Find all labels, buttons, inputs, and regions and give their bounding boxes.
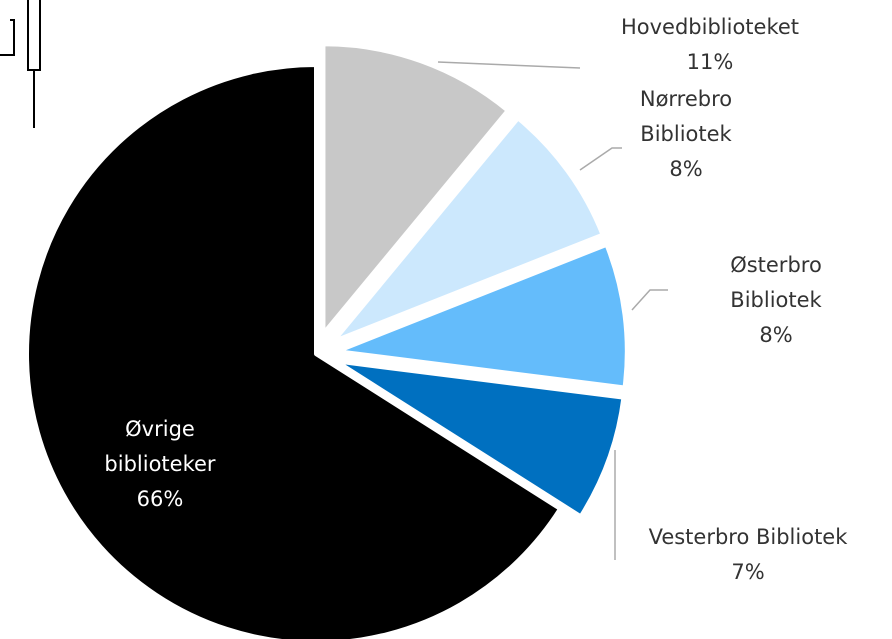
value-label: 8% <box>759 323 793 347</box>
slice-label: Øvrige biblioteker 66% <box>75 412 245 517</box>
value-label: 8% <box>669 157 703 181</box>
pie-slice <box>331 116 605 344</box>
pie-slice <box>334 359 626 519</box>
slice-label: Østerbro Bibliotek 8% <box>691 248 861 353</box>
category-label: Østerbro Bibliotek <box>730 253 822 312</box>
slice-label: Nørrebro Bibliotek 8% <box>606 82 766 187</box>
leader-line <box>631 289 668 311</box>
value-label: 11% <box>686 50 734 74</box>
category-label: Øvrige biblioteker <box>104 417 216 476</box>
category-label: Nørrebro Bibliotek <box>639 87 733 146</box>
leader-line <box>437 61 581 69</box>
leader-line <box>579 147 622 171</box>
slice-label: Hovedbiblioteket 11% <box>570 10 850 80</box>
category-label: Vesterbro Bibliotek <box>648 525 848 549</box>
pie-slice <box>321 42 510 336</box>
slice-label: Vesterbro Bibliotek 7% <box>603 520 892 590</box>
value-label: 66% <box>136 487 184 511</box>
pie-slice <box>25 63 563 639</box>
value-label: 7% <box>731 560 765 584</box>
pie-slice <box>335 242 629 390</box>
category-label: Hovedbiblioteket <box>620 15 800 39</box>
decoration-icon <box>0 0 41 128</box>
